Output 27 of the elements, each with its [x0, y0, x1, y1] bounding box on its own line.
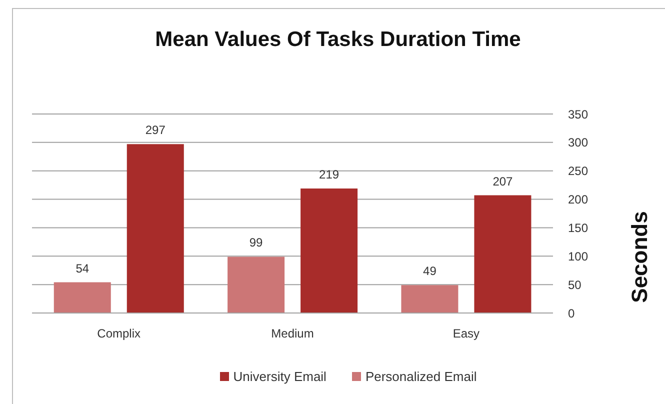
chart-title: Mean Values Of Tasks Duration Time — [155, 28, 521, 51]
bar — [474, 195, 532, 313]
y-tick-label: 350 — [568, 107, 588, 122]
bar — [54, 282, 111, 313]
y-axis-title: Seconds — [627, 211, 652, 303]
x-tick-label: Medium — [271, 326, 314, 341]
bar — [401, 285, 458, 313]
x-tick-label: Easy — [452, 326, 480, 341]
y-tick-label: 300 — [568, 136, 588, 150]
x-tick-label: Complix — [97, 326, 141, 341]
data-label: 99 — [249, 236, 264, 250]
data-label: 49 — [423, 264, 437, 278]
data-label: 54 — [76, 261, 90, 276]
y-tick-label: 50 — [568, 278, 582, 292]
y-tick-label: 0 — [568, 306, 575, 320]
y-tick-label: 150 — [568, 220, 588, 235]
bar — [126, 144, 184, 313]
bar — [228, 256, 285, 313]
y-tick-label: 250 — [568, 164, 588, 178]
legend-label: University Email — [233, 369, 326, 384]
data-label: 219 — [319, 167, 340, 182]
legend-label: Personalized Email — [365, 369, 477, 384]
y-tick-label: 100 — [568, 249, 588, 264]
bar — [300, 188, 358, 313]
data-label: 207 — [492, 174, 514, 188]
data-label: 297 — [145, 123, 166, 138]
y-tick-label: 200 — [568, 192, 588, 207]
